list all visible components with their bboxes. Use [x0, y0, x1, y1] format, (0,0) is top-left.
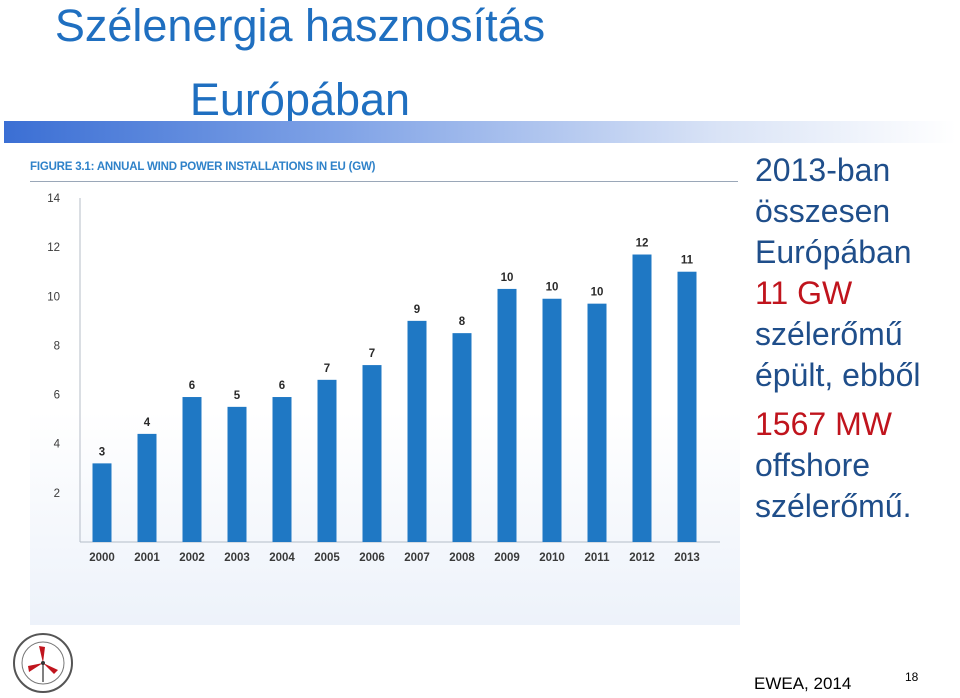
bar-data-label: 7: [369, 348, 375, 360]
source-citation: EWEA, 2014: [754, 674, 852, 693]
x-tick-label: 2009: [494, 552, 520, 564]
x-tick-label: 2003: [224, 552, 250, 564]
y-tick-label: 6: [54, 390, 60, 402]
bar: [137, 433, 157, 542]
bar: [182, 397, 202, 542]
bar: [317, 379, 337, 542]
bar: [407, 320, 427, 542]
bar-data-label: 6: [279, 380, 285, 392]
bar: [587, 303, 607, 542]
x-tick-label: 2008: [449, 552, 475, 564]
x-tick-label: 2000: [89, 552, 115, 564]
summary-line-6: offshore: [755, 447, 871, 483]
x-tick-label: 2005: [314, 552, 340, 564]
summary-line-5: épült, ebből: [755, 357, 921, 393]
bar: [677, 271, 697, 542]
summary-highlight-1567mw: 1567 MW: [755, 406, 892, 442]
bar: [497, 288, 517, 542]
x-tick-label: 2002: [179, 552, 205, 564]
x-tick-label: 2010: [539, 552, 565, 564]
bar: [92, 463, 112, 542]
summary-highlight-11gw: 11 GW: [755, 275, 853, 311]
y-tick-label: 2: [54, 488, 60, 500]
bar-data-label: 10: [501, 272, 514, 284]
bar-chart: 2 4 6 8 10 12 14 3 2000 4 2001 6 2002 5 2003 6 2004 7 2005…: [47, 193, 720, 564]
summary-line-1: 2013-ban: [755, 152, 891, 188]
x-tick-label: 2007: [404, 552, 430, 564]
bar-data-label: 3: [99, 446, 105, 458]
figure-title-rule: [30, 181, 738, 182]
summary-text: 2013-ban összesen Európában 11 GW széler…: [755, 150, 920, 527]
bar-data-label: 12: [636, 238, 649, 250]
y-tick-label: 8: [54, 340, 60, 352]
x-tick-label: 2011: [585, 552, 611, 564]
bar: [272, 397, 292, 542]
bar: [362, 365, 382, 542]
bar: [632, 254, 652, 542]
x-tick-label: 2001: [134, 552, 160, 564]
summary-line-3: Európában: [755, 234, 912, 270]
bar-data-label: 10: [546, 282, 559, 294]
bar-data-label: 11: [681, 255, 694, 267]
bar-data-label: 9: [414, 304, 420, 316]
chart-panel: FIGURE 3.1: ANNUAL WIND POWER INSTALLATI…: [30, 150, 740, 625]
x-tick-label: 2006: [359, 552, 385, 564]
figure-title: FIGURE 3.1: ANNUAL WIND POWER INSTALLATI…: [30, 161, 376, 173]
summary-line-4: szélerőmű: [755, 316, 903, 352]
y-tick-label: 14: [47, 193, 60, 205]
bar-data-label: 7: [324, 363, 330, 375]
x-tick-label: 2013: [674, 552, 700, 564]
y-tick-label: 4: [54, 439, 61, 451]
slide-title-line1: Szélenergia hasznosítás: [54, 0, 546, 51]
y-tick-label: 12: [47, 242, 60, 254]
bar: [227, 406, 247, 542]
x-tick-label: 2012: [629, 552, 655, 564]
organization-seal-icon: [13, 633, 73, 693]
bar-data-label: 6: [189, 380, 195, 392]
slide-title-line2: Európában: [189, 74, 411, 125]
y-tick-label: 10: [47, 291, 60, 303]
x-tick-label: 2004: [269, 552, 295, 564]
bar-data-label: 5: [234, 390, 241, 402]
bar-data-label: 10: [591, 287, 604, 299]
title-accent-bar: [4, 121, 956, 143]
bar-data-label: 8: [459, 316, 466, 328]
summary-line-7: szélerőmű.: [755, 488, 912, 524]
page-number: 18: [905, 670, 919, 684]
bar: [542, 298, 562, 542]
bar-data-label: 4: [144, 417, 151, 429]
summary-line-2: összesen: [755, 193, 891, 229]
bar: [452, 333, 472, 542]
